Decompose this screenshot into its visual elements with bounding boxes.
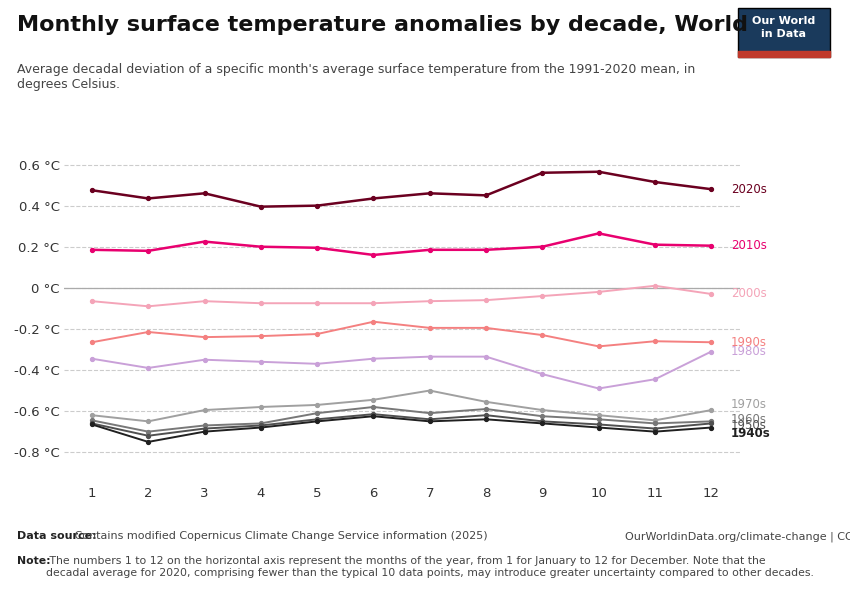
Text: 2020s: 2020s bbox=[731, 182, 767, 196]
FancyBboxPatch shape bbox=[738, 8, 830, 57]
Text: 1940s: 1940s bbox=[731, 427, 771, 440]
Text: Note:: Note: bbox=[17, 556, 51, 566]
Text: 1980s: 1980s bbox=[731, 345, 767, 358]
Text: Monthly surface temperature anomalies by decade, World: Monthly surface temperature anomalies by… bbox=[17, 15, 748, 35]
Text: Data source:: Data source: bbox=[17, 531, 97, 541]
Text: Our World
in Data: Our World in Data bbox=[752, 16, 815, 38]
Text: 2010s: 2010s bbox=[731, 239, 767, 252]
Text: Contains modified Copernicus Climate Change Service information (2025): Contains modified Copernicus Climate Cha… bbox=[71, 531, 487, 541]
Text: OurWorldinData.org/climate-change | CC BY: OurWorldinData.org/climate-change | CC B… bbox=[625, 531, 850, 541]
Text: 1950s: 1950s bbox=[731, 419, 767, 432]
Text: 1990s: 1990s bbox=[731, 336, 767, 349]
Text: The numbers 1 to 12 on the horizontal axis represent the months of the year, fro: The numbers 1 to 12 on the horizontal ax… bbox=[46, 556, 813, 578]
Text: 1970s: 1970s bbox=[731, 398, 767, 411]
Text: 1960s: 1960s bbox=[731, 413, 767, 426]
Bar bbox=[738, 50, 830, 57]
Text: Average decadal deviation of a specific month's average surface temperature from: Average decadal deviation of a specific … bbox=[17, 63, 695, 91]
Text: 2000s: 2000s bbox=[731, 287, 767, 301]
